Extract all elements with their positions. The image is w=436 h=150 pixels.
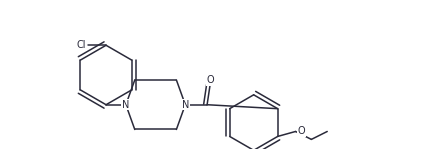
Text: Cl: Cl bbox=[77, 40, 86, 50]
Text: N: N bbox=[182, 100, 189, 110]
Text: O: O bbox=[206, 75, 214, 85]
Text: O: O bbox=[297, 126, 305, 136]
Text: N: N bbox=[122, 100, 129, 110]
